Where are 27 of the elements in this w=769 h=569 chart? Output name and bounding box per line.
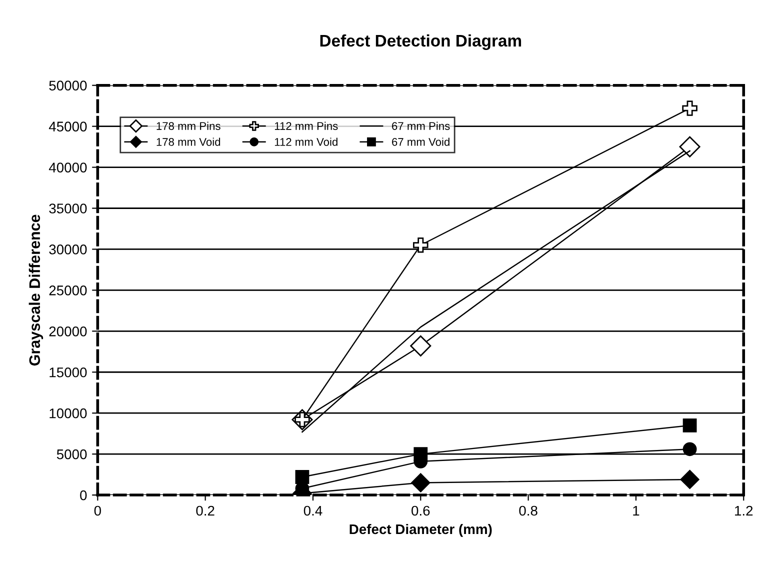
y-tick-label: 20000 <box>49 326 87 336</box>
legend-label: 178 mm Void <box>156 138 220 146</box>
y-tick-label: 30000 <box>49 244 87 254</box>
x-tick-label: 0.4 <box>304 506 322 516</box>
x-tick-label: 1 <box>633 506 640 516</box>
legend-label: 112 mm Pins <box>274 122 338 130</box>
y-tick-label: 35000 <box>49 204 87 214</box>
x-tick-label: 1.2 <box>735 506 753 516</box>
x-axis-title: Defect Diameter (mm) <box>350 524 492 537</box>
x-tick-label: 0.6 <box>412 506 430 516</box>
legend-label: 178 mm Pins <box>156 122 220 130</box>
y-tick-label: 25000 <box>49 286 87 296</box>
legend-label: 67 mm Void <box>392 138 450 146</box>
y-tick-label: 40000 <box>48 162 87 172</box>
y-tick-label: 0 <box>80 490 87 500</box>
y-axis-title: Grayscale Difference <box>28 214 44 366</box>
legend-label: 112 mm Void <box>274 138 338 146</box>
chart-title: Defect Detection Diagram <box>320 34 522 50</box>
y-tick-label: 10000 <box>50 408 87 418</box>
y-tick-label: 45000 <box>48 122 87 132</box>
legend-label: 67 mm Pins <box>392 122 450 130</box>
x-tick-label: 0.8 <box>519 506 538 516</box>
y-tick-label: 15000 <box>50 367 87 378</box>
y-tick-label: 50000 <box>49 80 87 91</box>
x-tick-label: 0.2 <box>196 506 214 516</box>
x-tick-label: 0 <box>94 506 101 516</box>
y-tick-label: 5000 <box>56 449 87 460</box>
